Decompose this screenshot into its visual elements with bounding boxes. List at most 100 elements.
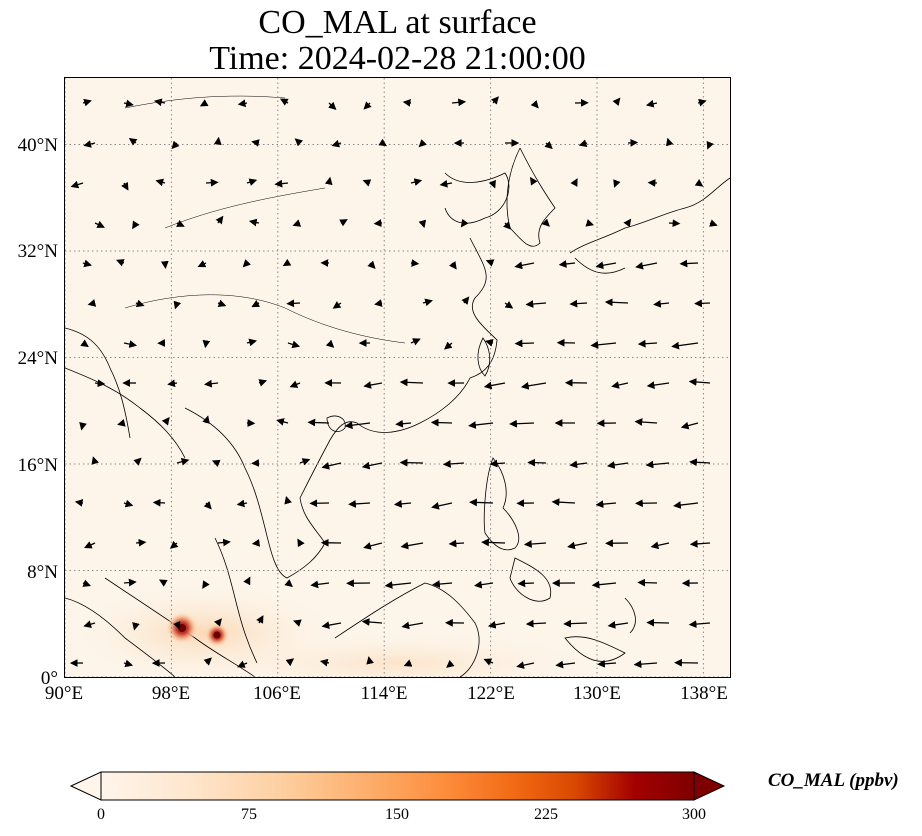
wind-arrow (331, 139, 342, 148)
lon-label-130e: 130°E (573, 683, 621, 704)
wind-arrow (204, 379, 219, 388)
wind-arrow (121, 181, 129, 191)
wind-arrow (325, 339, 335, 348)
wind-arrow (527, 458, 547, 467)
wind-arrow (483, 381, 506, 390)
wind-arrow (161, 416, 170, 426)
wind-arrow (395, 419, 412, 428)
lat-label-8n: 8°N (27, 562, 58, 583)
wind-arrow (361, 461, 383, 470)
wind-arrow (217, 299, 227, 308)
wind-arrow (339, 219, 348, 227)
wind-arrow (451, 98, 467, 107)
wind-arrow (520, 382, 547, 390)
wind-arrow (158, 579, 168, 587)
wind-arrow (366, 656, 374, 665)
wind-arrow (197, 260, 207, 268)
wind-arrow (202, 339, 211, 349)
wind-arrow (680, 421, 699, 430)
wind-arrow (299, 458, 311, 466)
wind-arrow (292, 219, 302, 227)
wind-arrow (123, 659, 134, 668)
colorbar-extend-min (70, 771, 102, 801)
wind-arrow (133, 457, 142, 466)
wind-arrow (258, 379, 268, 387)
wind-arrow (422, 298, 433, 307)
wind-arrow (487, 620, 506, 629)
wind-arrow (410, 259, 420, 267)
wind-arrow (123, 99, 134, 108)
wind-arrow (646, 618, 670, 627)
graticule (65, 78, 730, 677)
lon-label-90e: 90°E (44, 683, 84, 704)
map-title: CO_MAL at surface (258, 4, 537, 41)
wind-arrow (689, 539, 711, 548)
wind-arrow (697, 98, 707, 107)
colorbar-gradient (100, 771, 695, 801)
wind-arrow (461, 296, 470, 305)
lat-label-32n: 32°N (17, 241, 58, 262)
colorbar (70, 771, 726, 801)
wind-arrow (251, 139, 260, 147)
wind-arrow (446, 659, 455, 668)
wind-arrow (633, 660, 658, 669)
wind-arrow (321, 621, 342, 629)
wind-arrow (469, 498, 494, 507)
wind-arrow (597, 659, 617, 668)
wind-arrow (205, 178, 219, 187)
wind-arrow (634, 418, 658, 426)
wind-arrow (488, 179, 496, 189)
wind-arrow (203, 657, 212, 666)
wind-arrow (578, 139, 588, 147)
wind-arrow (213, 618, 222, 627)
wind-arrow (442, 460, 465, 468)
wind-arrow (401, 621, 424, 630)
colorbar-tick-150: 150 (385, 806, 409, 823)
wind-arrow (94, 379, 106, 388)
wind-arrow (410, 178, 423, 186)
wind-arrow (251, 299, 261, 308)
wind-arrow (569, 299, 588, 308)
wind-arrow (242, 259, 251, 268)
wind-arrow (203, 501, 212, 510)
map-time-subtitle: Time: 2024-02-28 21:00:00 (209, 40, 586, 77)
wind-arrow (541, 218, 550, 227)
wind-arrow (689, 458, 711, 467)
map-panel (64, 77, 731, 678)
wind-arrow (418, 219, 427, 229)
wind-arrow (211, 459, 221, 468)
wind-arrow (474, 580, 494, 589)
wind-arrow (307, 418, 330, 427)
wind-arrow (373, 219, 383, 227)
wind-arrow (202, 580, 210, 589)
wind-arrow (87, 299, 97, 307)
wind-arrow (202, 415, 210, 424)
wind-arrow (367, 260, 376, 269)
wind-arrow (284, 495, 292, 505)
wind-arrow (83, 620, 96, 628)
wind-arrow (503, 221, 512, 230)
wind-arrow (627, 138, 639, 147)
wind-arrow (525, 619, 547, 628)
wind-arrow (595, 261, 617, 270)
wind-arrow (378, 138, 387, 147)
wind-arrow (217, 538, 231, 547)
wind-arrow (399, 458, 424, 467)
wind-arrow (400, 541, 424, 550)
wind-arrow (176, 457, 190, 466)
lat-label-0: 0° (40, 668, 58, 689)
wind-arrow (668, 219, 681, 228)
wind-arrow (82, 579, 92, 587)
wind-arrow (248, 218, 260, 227)
wind-arrow (585, 219, 595, 227)
wind-vectors (69, 96, 718, 669)
wind-arrow (567, 541, 588, 550)
wind-arrow (289, 380, 301, 388)
wind-arrow (256, 615, 264, 624)
wind-arrow (70, 180, 84, 189)
wind-arrow (673, 501, 699, 509)
colorbar-label: CO_MAL (ppbv) (768, 770, 899, 791)
wind-arrow (449, 261, 457, 270)
wind-arrow (410, 338, 421, 346)
wind-arrow (384, 581, 412, 589)
